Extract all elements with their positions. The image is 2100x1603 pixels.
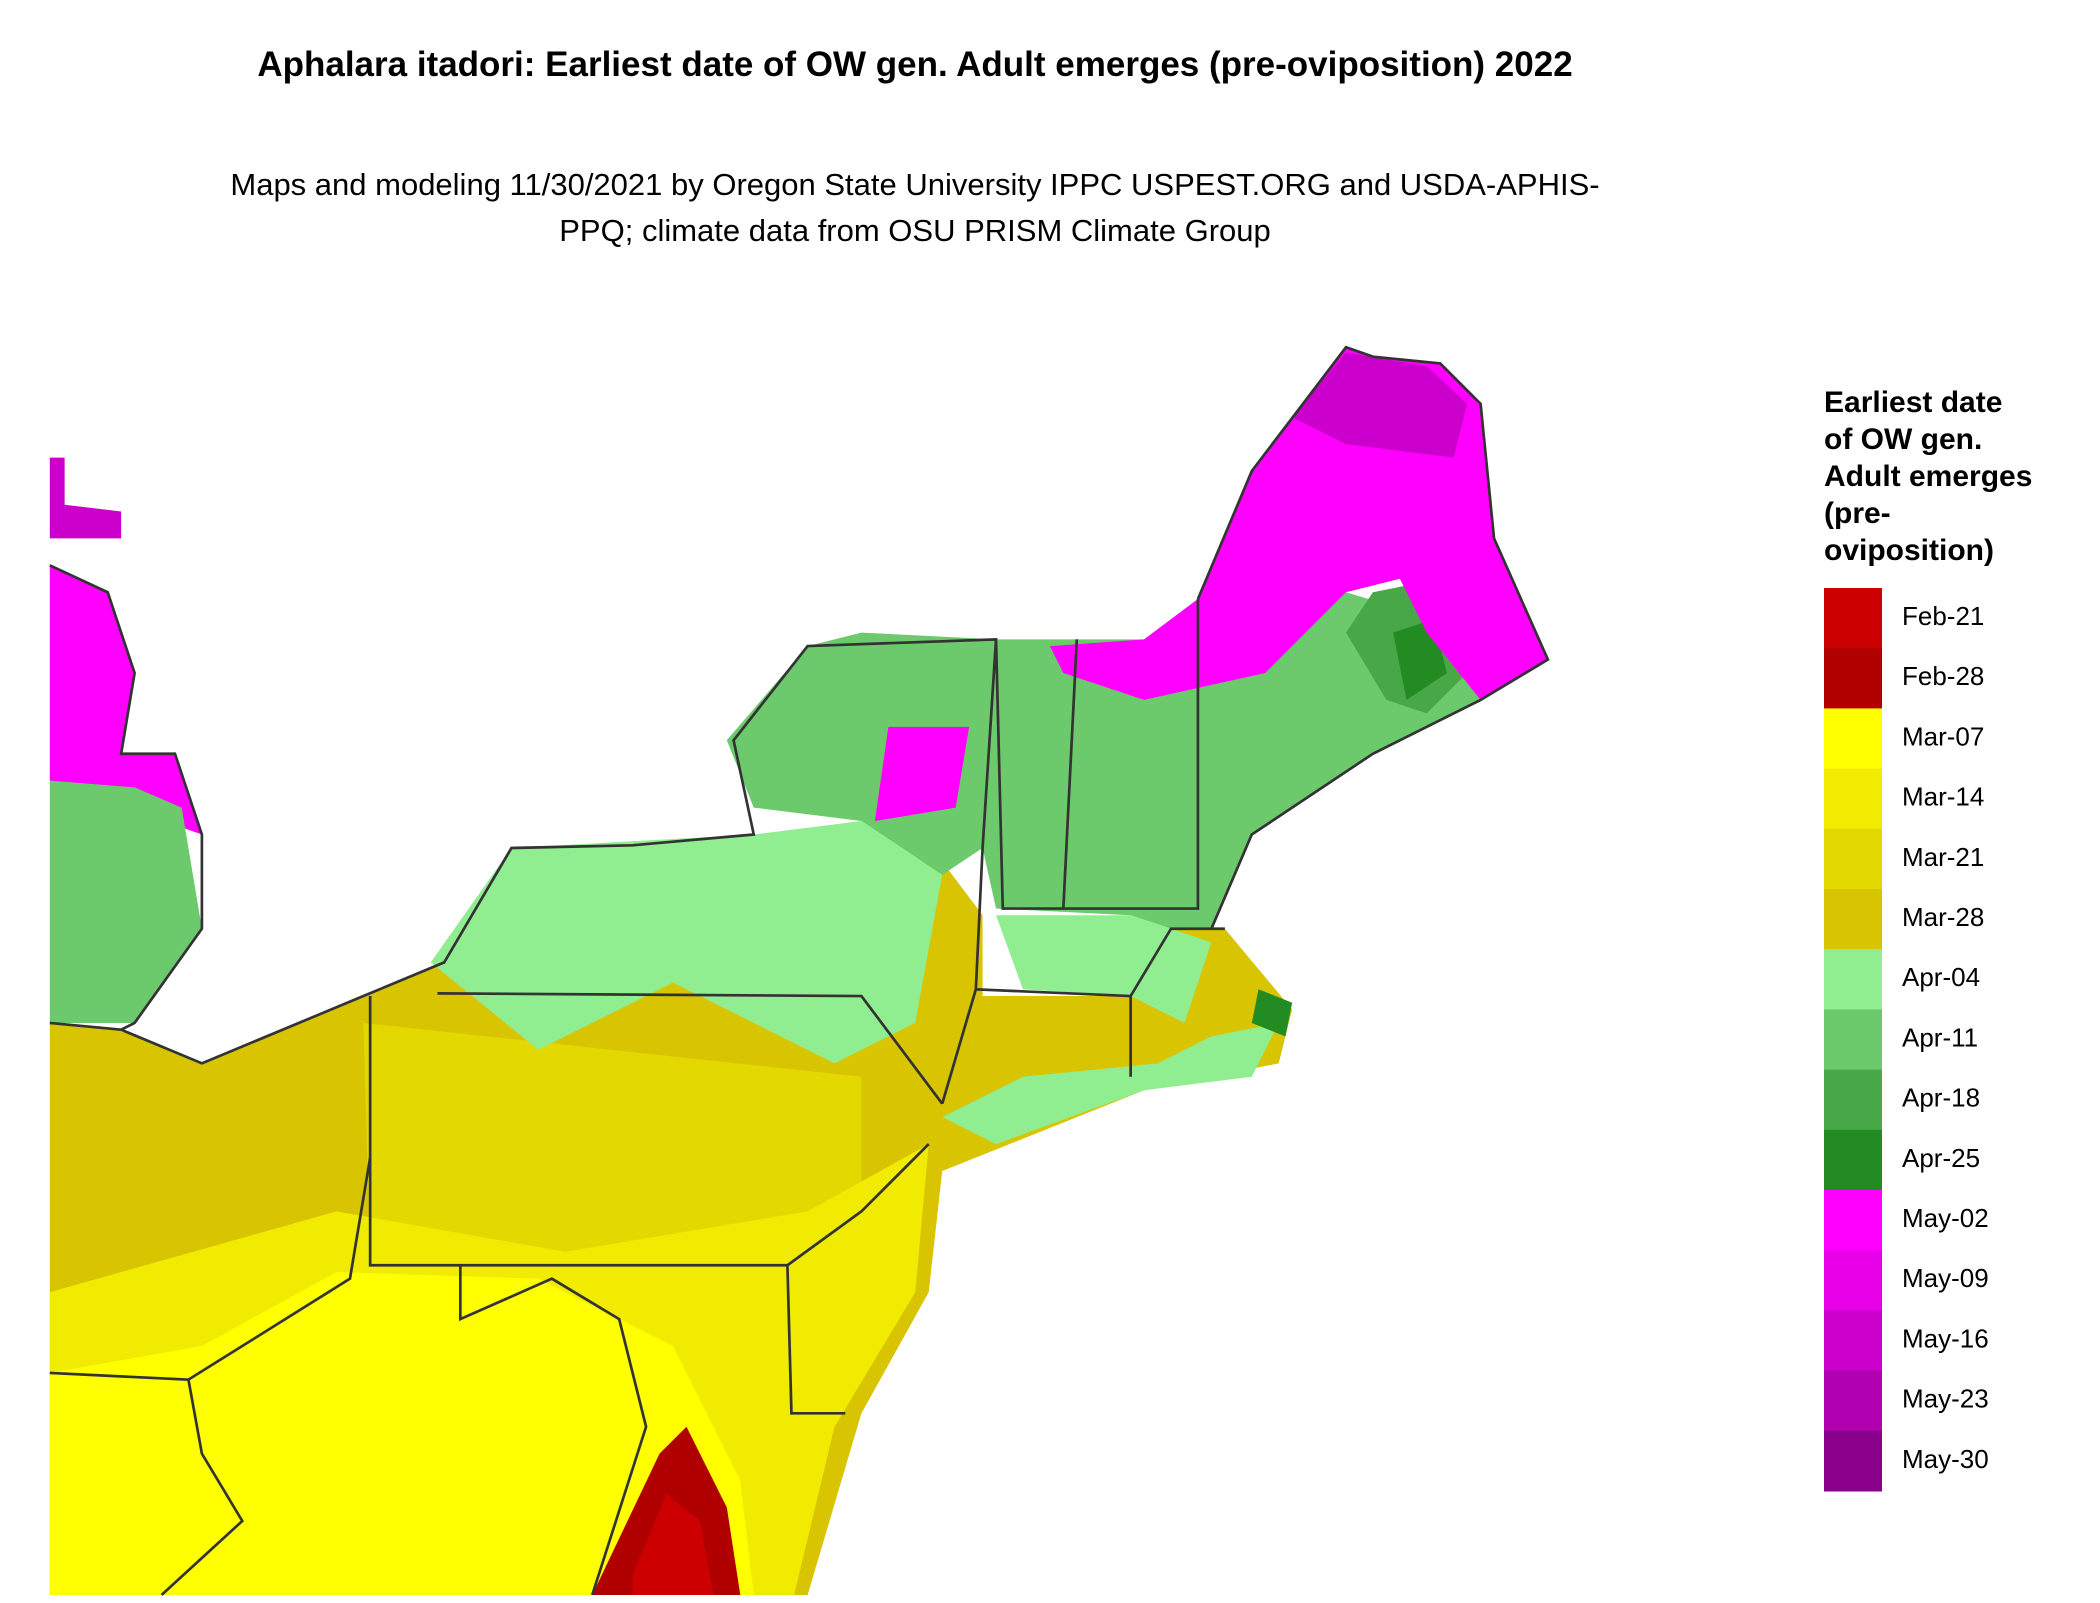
legend-swatch [1824, 889, 1882, 950]
legend-swatch [1824, 1009, 1882, 1071]
legend-label: Apr-18 [1902, 1083, 1980, 1113]
region [49, 780, 202, 1023]
state-border [49, 1157, 648, 1597]
legend-label: May-30 [1902, 1444, 1989, 1474]
region [874, 726, 970, 822]
region [1292, 352, 1468, 458]
region [430, 821, 943, 1064]
legend-label: Mar-21 [1902, 842, 1984, 872]
region [632, 1494, 714, 1596]
state-border [1196, 345, 1550, 930]
state-border [368, 992, 944, 1415]
state-border [940, 598, 1200, 1105]
state-border [49, 637, 1225, 1065]
region [942, 1022, 1279, 1145]
region [363, 1022, 862, 1266]
legend-swatch [1824, 828, 1882, 890]
map-subtitle: Maps and modeling 11/30/2021 by Oregon S… [230, 167, 1600, 248]
legend-label: Apr-04 [1902, 962, 1980, 992]
legend-label: Feb-28 [1902, 661, 1984, 691]
legend-label: May-23 [1902, 1384, 1989, 1414]
legend-swatch [1824, 588, 1882, 649]
legend-swatch [1824, 1129, 1882, 1191]
legend-swatch [1824, 708, 1882, 770]
legend-swatch [1824, 768, 1882, 830]
region [726, 592, 1548, 929]
legend-swatch [1824, 1069, 1882, 1131]
state-border [49, 564, 204, 1031]
legend-label: May-02 [1902, 1203, 1989, 1233]
region [1251, 989, 1293, 1037]
region [49, 1271, 754, 1596]
legend-label: May-16 [1902, 1323, 1989, 1353]
legend-title: Earliest date of OW gen. Adult emerges (… [1824, 386, 2033, 567]
legend-label: Feb-21 [1902, 601, 1984, 631]
map-title: Aphalara itadori: Earliest date of OW ge… [257, 45, 1573, 84]
legend-swatch [1824, 1190, 1882, 1251]
legend-label: Mar-14 [1902, 782, 1984, 812]
legend-swatch [1824, 1310, 1882, 1372]
legend-swatch [1824, 949, 1882, 1010]
legend-swatch [1824, 1370, 1882, 1432]
legend-label: Mar-28 [1902, 902, 1984, 932]
region [996, 915, 1212, 1023]
region [49, 457, 122, 539]
legend-swatch [1824, 1430, 1882, 1492]
legend-swatch [1824, 1250, 1882, 1311]
legend-swatch [1824, 648, 1882, 709]
legend-label: May-09 [1902, 1263, 1989, 1293]
legend-label: Mar-07 [1902, 721, 1984, 751]
legend-label: Apr-25 [1902, 1143, 1980, 1173]
region [49, 565, 202, 835]
legend-label: Apr-11 [1902, 1022, 1978, 1052]
map-regions [49, 345, 1550, 1597]
